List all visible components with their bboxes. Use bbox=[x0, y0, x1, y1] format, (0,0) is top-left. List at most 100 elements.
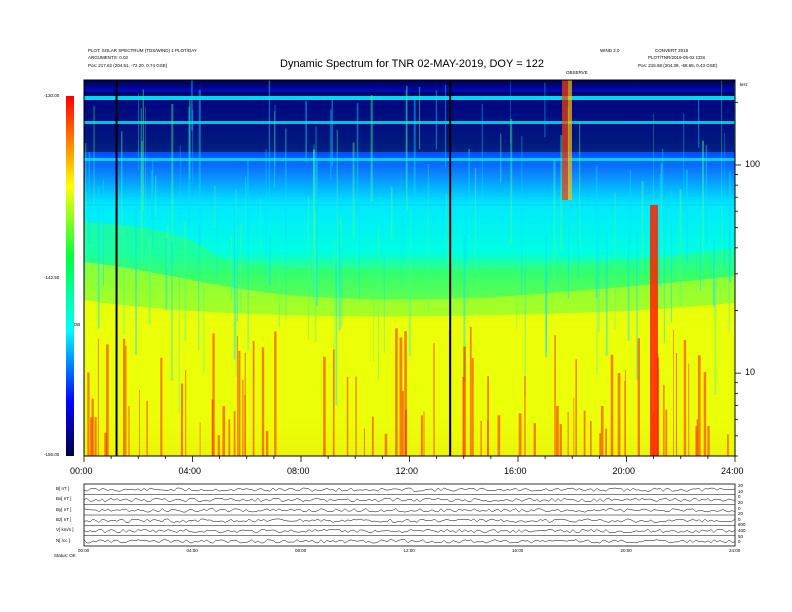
burst-streak bbox=[244, 353, 246, 456]
spectrum-streak bbox=[629, 170, 632, 242]
burst-streak bbox=[212, 333, 215, 456]
burst-streak bbox=[252, 341, 255, 456]
x-tick-label: 00:00 bbox=[70, 466, 93, 476]
spectrum-streak bbox=[598, 221, 600, 332]
burst-streak bbox=[160, 357, 163, 456]
spectrum-streak bbox=[88, 152, 91, 245]
header-left-line3: Pos: 217.62 (204.51, -72.20, 0.74 GSE) bbox=[88, 63, 168, 68]
spectrum-streak bbox=[714, 265, 717, 396]
spectrum-streak bbox=[670, 190, 673, 323]
burst-streak bbox=[665, 409, 668, 456]
spectrum-streak bbox=[166, 225, 169, 270]
spectrum-streak bbox=[265, 149, 267, 277]
panel-x-tick-label: 24:00 bbox=[729, 548, 741, 553]
spectrum-streak bbox=[358, 204, 360, 298]
burst-streak bbox=[395, 328, 398, 456]
panel-right-label: 800 bbox=[738, 522, 746, 528]
header-right-line1: WIND 2.0 bbox=[600, 48, 620, 53]
spectrum-streak bbox=[370, 95, 373, 202]
burst-streak bbox=[559, 424, 562, 456]
spectrum-streak bbox=[341, 246, 343, 328]
panel-x-tick-label: 08:00 bbox=[295, 548, 307, 553]
burst-streak bbox=[637, 338, 640, 456]
burst-streak bbox=[727, 434, 729, 456]
spectrum-streak bbox=[315, 126, 317, 261]
spectrum-streak bbox=[705, 145, 708, 245]
burst-streak bbox=[332, 349, 335, 456]
burst-streak bbox=[371, 416, 374, 456]
spectrum-streak bbox=[171, 224, 173, 381]
panel-right-label: 0 bbox=[738, 505, 741, 511]
burst-streak bbox=[139, 390, 140, 456]
burst-streak bbox=[399, 337, 403, 456]
spectrum-streak bbox=[679, 189, 682, 306]
burst-streak bbox=[261, 347, 265, 456]
burst-streak bbox=[323, 356, 326, 456]
header-right-line3: Pos: 215.68 (204.39, -68.65, 0.43 GSE) bbox=[638, 63, 718, 68]
spectrum-streak bbox=[245, 176, 247, 232]
spectrum-streak bbox=[184, 221, 187, 341]
spectrum-streak bbox=[465, 212, 468, 264]
panel-right-label: 400 bbox=[738, 528, 746, 534]
burst-streak bbox=[104, 432, 107, 456]
x-tick-label: 20:00 bbox=[612, 466, 636, 476]
spectrum-streak bbox=[712, 239, 715, 308]
burst-streak bbox=[346, 376, 349, 456]
spectrum-streak bbox=[641, 181, 644, 272]
burst-streak bbox=[518, 413, 522, 456]
x-tick-label: 04:00 bbox=[178, 466, 202, 476]
burst-streak bbox=[237, 336, 238, 456]
y-tick-label: 10 bbox=[745, 367, 756, 378]
panel-x-tick-label: 20:00 bbox=[620, 548, 632, 553]
burst-streak bbox=[87, 372, 90, 456]
x-tick-label: 24:00 bbox=[721, 466, 744, 476]
burst-streak bbox=[123, 338, 126, 456]
spectrum-streak bbox=[178, 274, 180, 414]
spectrum-streak bbox=[516, 263, 518, 330]
spectrum-streak bbox=[216, 204, 218, 282]
spectrum-streak bbox=[659, 174, 661, 287]
panel-right-label: 0 bbox=[738, 539, 741, 545]
burst-streak bbox=[554, 335, 556, 456]
spectrum-streak bbox=[268, 80, 271, 207]
spectrum-streak bbox=[567, 185, 570, 299]
spectrum-streak bbox=[578, 210, 579, 278]
burst-streak bbox=[97, 338, 99, 456]
spectrum-streak bbox=[198, 214, 200, 351]
burst-streak bbox=[233, 411, 236, 456]
spectrum-streak bbox=[468, 149, 470, 200]
y-tick-label: 100 bbox=[745, 158, 761, 169]
burst-streak bbox=[471, 358, 474, 456]
panel-trace bbox=[83, 487, 736, 492]
spectrum-streak bbox=[427, 164, 429, 313]
burst-streak bbox=[402, 390, 404, 456]
spectrum-streak bbox=[698, 97, 700, 148]
panel-x-tick-label: 16:00 bbox=[512, 548, 524, 553]
spectrum-streak bbox=[313, 149, 316, 288]
panel-right-label: 0 bbox=[738, 516, 741, 522]
spectrum-streak bbox=[463, 234, 466, 382]
spectrum-streak bbox=[260, 198, 261, 266]
burst-streak bbox=[624, 380, 626, 456]
header-left-line1: PLOT: SOLAR SPECTRUM (TDS/WIND) 1 PLOT/D… bbox=[88, 48, 197, 53]
spectrum-streak bbox=[233, 205, 236, 360]
spectrum-streak bbox=[335, 261, 338, 406]
spectrum-streak bbox=[474, 167, 477, 273]
panel-trace bbox=[83, 539, 736, 544]
spectrum-streak bbox=[685, 170, 688, 263]
burst-streak bbox=[355, 376, 357, 456]
spectrum-streak bbox=[413, 95, 416, 207]
spectrum-streak bbox=[544, 82, 546, 138]
spectrum-streak bbox=[660, 163, 663, 288]
spectrum-streak bbox=[308, 196, 310, 340]
spectrum-streak bbox=[653, 113, 654, 255]
spectrum-streak bbox=[500, 133, 502, 183]
spectrum-streak bbox=[338, 230, 341, 331]
panel-right-label: 20 bbox=[738, 483, 744, 488]
spectrum-streak bbox=[247, 160, 249, 241]
burst-streak bbox=[274, 331, 277, 456]
spectrum-streak bbox=[237, 214, 238, 322]
spectrum-streak bbox=[333, 238, 335, 374]
burst-streak bbox=[404, 331, 407, 456]
spectrum-streak bbox=[658, 224, 660, 309]
